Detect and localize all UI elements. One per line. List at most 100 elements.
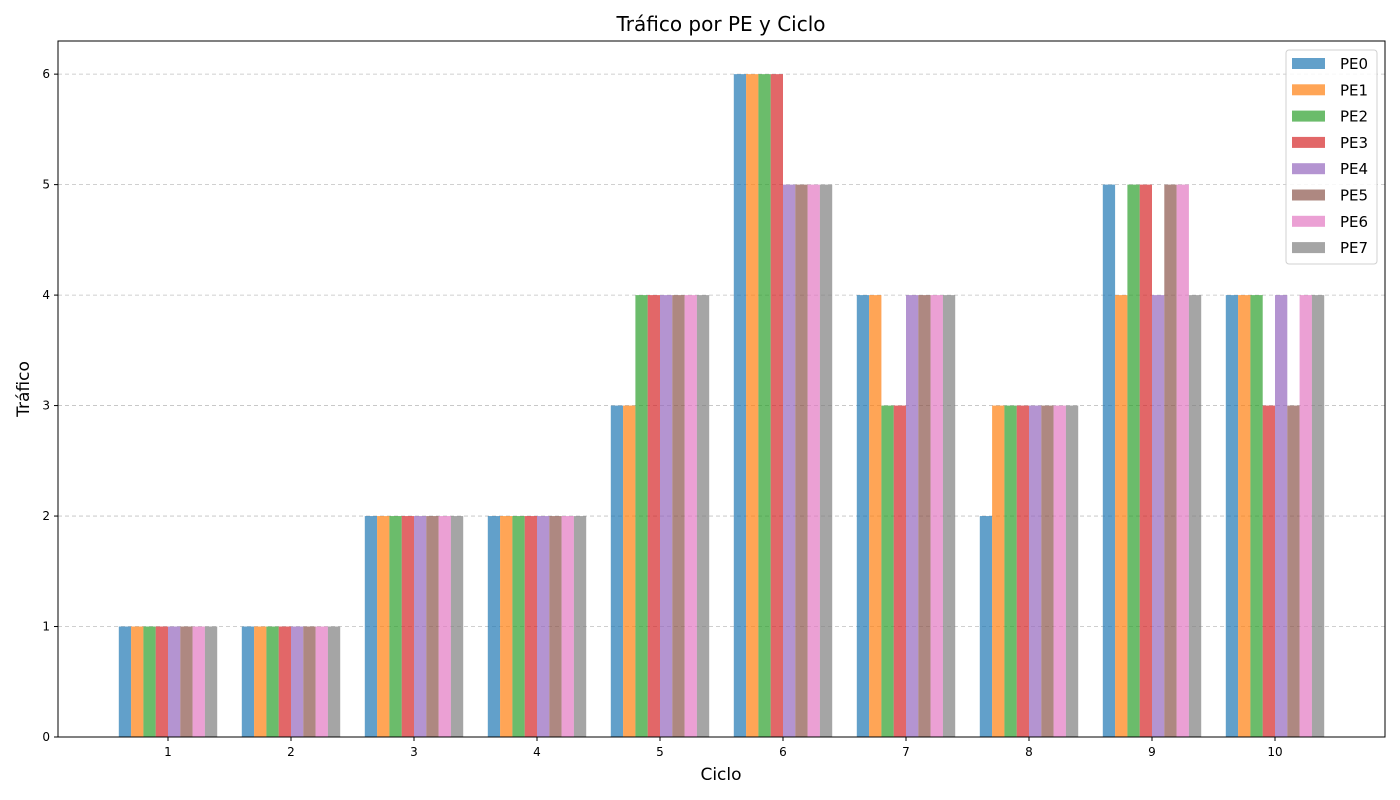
x-tick-label: 1	[164, 745, 172, 759]
bar-pe4-ciclo-7	[906, 295, 919, 737]
bar-pe7-ciclo-10	[1311, 295, 1325, 737]
bar-pe6-ciclo-8	[1053, 405, 1066, 737]
bar-pe5-ciclo-10	[1287, 405, 1300, 737]
bar-pe4-ciclo-3	[414, 516, 427, 737]
legend: PE0 PE1 PE2 PE3 PE4 PE5 PE6 PE7	[1285, 49, 1378, 265]
legend-label-pe2: PE2	[1340, 108, 1368, 126]
bar-pe7-ciclo-9	[1188, 295, 1202, 737]
bar-pe0-ciclo-6	[733, 74, 747, 737]
x-tick-label: 4	[533, 745, 541, 759]
bar-pe7-ciclo-7	[942, 295, 956, 737]
bar-pe2-ciclo-7	[881, 405, 894, 737]
bar-pe3-ciclo-9	[1139, 184, 1152, 738]
bar-pe3-ciclo-8	[1016, 405, 1029, 737]
bar-pe3-ciclo-4	[524, 516, 537, 737]
bar-pe5-ciclo-5	[672, 295, 685, 737]
legend-swatch-pe4	[1292, 163, 1325, 175]
x-tick-label: 10	[1267, 745, 1282, 759]
bar-pe5-ciclo-2	[303, 626, 316, 737]
bar-pe2-ciclo-8	[1004, 405, 1017, 737]
bar-pe2-ciclo-10	[1250, 295, 1263, 737]
bar-pe7-ciclo-1	[204, 626, 218, 737]
bar-pe0-ciclo-4	[487, 516, 501, 737]
bar-pe7-ciclo-8	[1065, 405, 1079, 737]
bar-pe2-ciclo-6	[758, 74, 771, 737]
bar-pe5-ciclo-4	[549, 516, 562, 737]
y-tick-label: 4	[42, 288, 50, 302]
legend-box	[1285, 49, 1378, 265]
legend-label-pe3: PE3	[1340, 134, 1368, 152]
x-axis-ticks: 1 2 3 4 5 6 7 8 9 10	[164, 737, 1283, 759]
x-tick-label: 3	[410, 745, 418, 759]
bar-pe3-ciclo-2	[278, 626, 291, 737]
bar-pe5-ciclo-6	[795, 184, 808, 738]
bar-pe1-ciclo-6	[746, 74, 759, 737]
x-tick-label: 6	[779, 745, 787, 759]
legend-swatch-pe6	[1292, 215, 1325, 227]
bar-pe4-ciclo-6	[783, 184, 796, 738]
bar-pe0-ciclo-7	[856, 295, 870, 737]
plot-area-frame	[57, 40, 1386, 738]
x-axis-title: Ciclo	[700, 765, 741, 785]
bar-pe6-ciclo-4	[561, 516, 574, 737]
bar-pe1-ciclo-9	[1115, 295, 1128, 737]
bar-pe3-ciclo-10	[1262, 405, 1275, 737]
bar-pe1-ciclo-1	[131, 626, 144, 737]
bar-pe5-ciclo-9	[1164, 184, 1177, 738]
legend-swatch-pe1	[1292, 84, 1325, 96]
y-tick-label: 0	[42, 730, 50, 744]
legend-label-pe0: PE0	[1340, 55, 1368, 73]
legend-swatch-pe5	[1292, 189, 1325, 201]
bar-pe6-ciclo-2	[315, 626, 328, 737]
bar-pe7-ciclo-2	[327, 626, 341, 737]
x-tick-label: 2	[287, 745, 295, 759]
bar-pe2-ciclo-9	[1127, 184, 1140, 738]
y-tick-label: 1	[42, 620, 50, 634]
bar-pe4-ciclo-8	[1029, 405, 1042, 737]
bar-pe1-ciclo-8	[992, 405, 1005, 737]
bar-pe7-ciclo-4	[573, 516, 587, 737]
bar-pe5-ciclo-8	[1041, 405, 1054, 737]
bar-pe1-ciclo-2	[254, 626, 267, 737]
bars	[118, 74, 1325, 738]
bar-pe6-ciclo-6	[807, 184, 820, 738]
legend-label-pe7: PE7	[1340, 239, 1368, 257]
bar-pe3-ciclo-3	[401, 516, 414, 737]
x-tick-label: 9	[1148, 745, 1156, 759]
legend-label-pe6: PE6	[1340, 213, 1368, 231]
bar-pe4-ciclo-4	[537, 516, 550, 737]
legend-label-pe4: PE4	[1340, 160, 1368, 178]
bar-pe4-ciclo-2	[291, 626, 304, 737]
bar-pe2-ciclo-4	[512, 516, 525, 737]
bar-pe1-ciclo-4	[500, 516, 513, 737]
bar-pe5-ciclo-3	[426, 516, 439, 737]
bar-pe2-ciclo-1	[143, 626, 156, 737]
bar-pe4-ciclo-5	[660, 295, 673, 737]
bar-pe3-ciclo-6	[770, 74, 783, 737]
bar-pe2-ciclo-2	[266, 626, 279, 737]
bar-pe1-ciclo-3	[377, 516, 390, 737]
y-axis-title: Tráfico	[14, 361, 34, 418]
x-tick-label: 5	[656, 745, 664, 759]
bar-pe6-ciclo-9	[1176, 184, 1189, 738]
y-tick-label: 2	[42, 509, 50, 523]
legend-swatch-pe3	[1292, 136, 1325, 148]
bar-pe7-ciclo-5	[696, 295, 710, 737]
chart-title: Tráfico por PE y Ciclo	[615, 12, 825, 36]
legend-swatch-pe2	[1292, 110, 1325, 122]
bar-pe0-ciclo-8	[979, 516, 993, 737]
bar-pe0-ciclo-3	[364, 516, 378, 737]
legend-swatch-pe7	[1292, 242, 1325, 254]
bar-pe5-ciclo-7	[918, 295, 931, 737]
legend-label-pe5: PE5	[1340, 187, 1368, 205]
y-tick-label: 3	[42, 399, 50, 413]
bar-pe2-ciclo-5	[635, 295, 648, 737]
bar-pe7-ciclo-6	[819, 184, 833, 738]
bar-pe5-ciclo-1	[180, 626, 193, 737]
bar-pe4-ciclo-9	[1152, 295, 1165, 737]
bar-pe6-ciclo-10	[1299, 295, 1312, 737]
legend-swatch-pe0	[1292, 58, 1325, 69]
bar-pe2-ciclo-3	[389, 516, 402, 737]
